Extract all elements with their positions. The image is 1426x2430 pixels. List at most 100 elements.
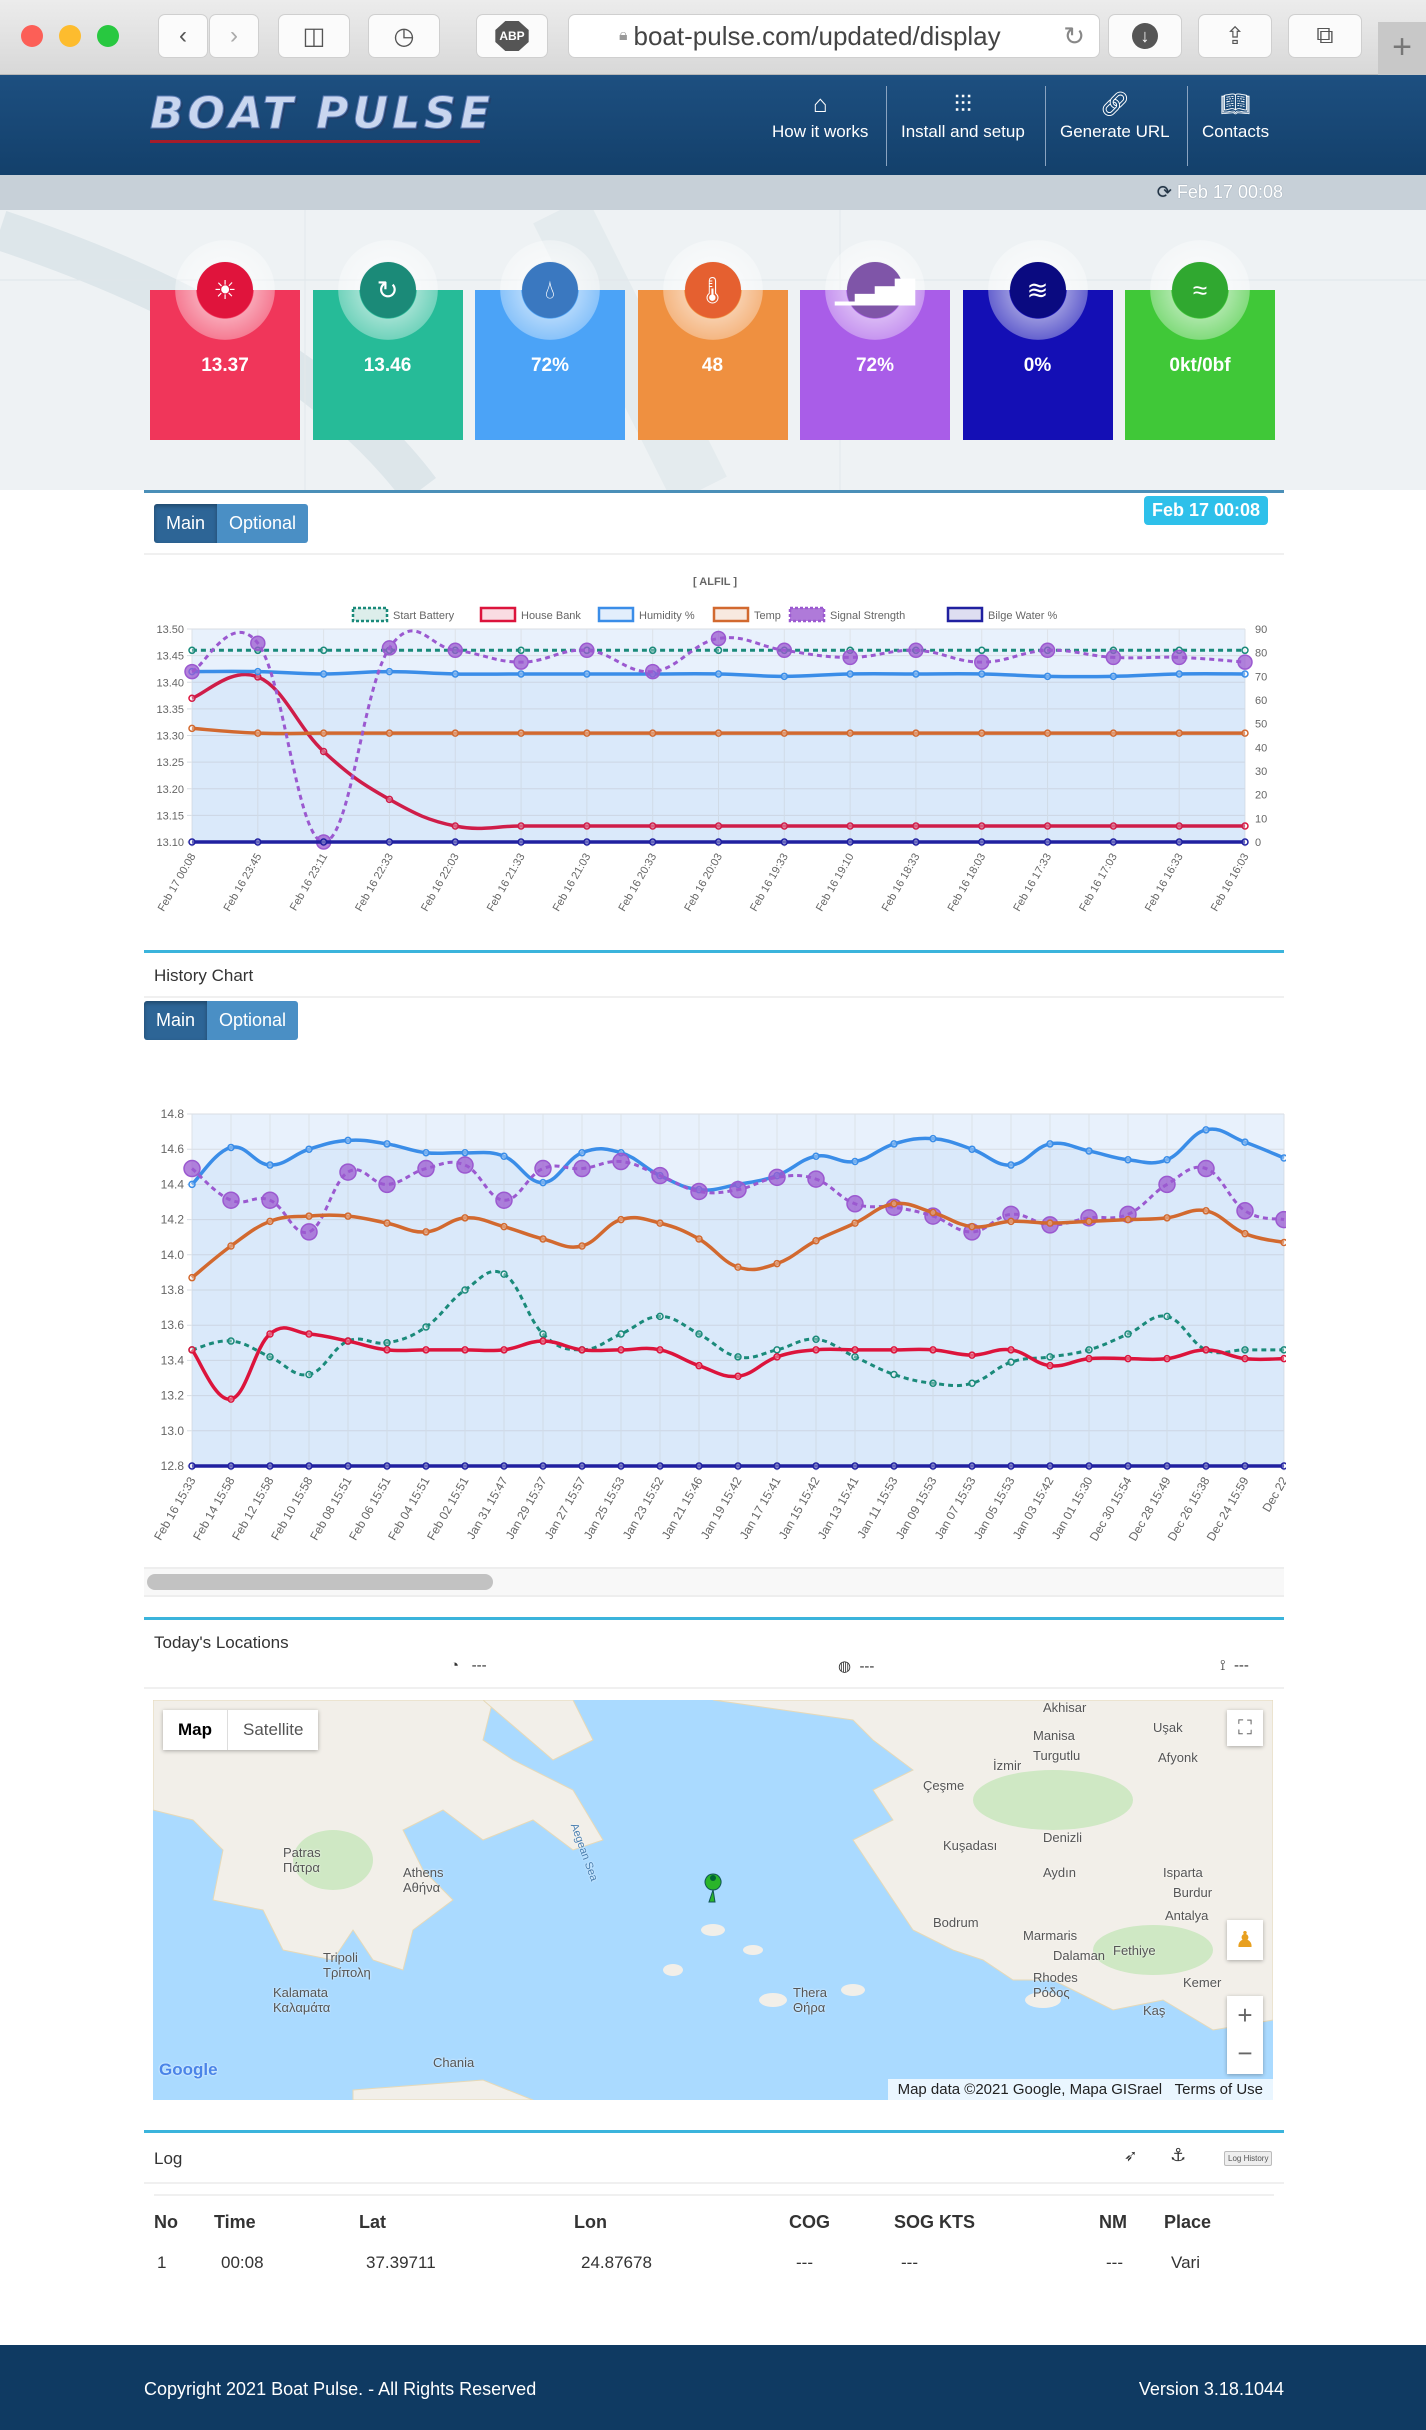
- data-point[interactable]: [773, 1462, 781, 1470]
- data-point[interactable]: [648, 646, 657, 655]
- data-point[interactable]: [695, 1235, 703, 1243]
- data-point[interactable]: [1085, 1346, 1093, 1354]
- downloads-button[interactable]: ↓: [1108, 14, 1182, 58]
- data-point[interactable]: [695, 1462, 703, 1470]
- legend-item[interactable]: Humidity %: [597, 606, 695, 623]
- data-point[interactable]: [974, 654, 990, 670]
- back-button[interactable]: ‹: [158, 14, 208, 58]
- data-point[interactable]: [417, 1159, 435, 1178]
- data-point[interactable]: [1124, 1330, 1132, 1338]
- data-point[interactable]: [456, 1156, 474, 1174]
- data-point[interactable]: [517, 729, 525, 737]
- data-point[interactable]: [500, 1462, 508, 1470]
- data-point[interactable]: [780, 672, 789, 681]
- data-point[interactable]: [851, 1219, 859, 1227]
- data-point[interactable]: [500, 1270, 508, 1278]
- nav-generate-url[interactable]: 🔗︎ Generate URL: [1052, 88, 1178, 142]
- nav-install-and-setup[interactable]: ⫶⫶⫶ Install and setup: [893, 88, 1033, 142]
- data-point[interactable]: [344, 1136, 352, 1145]
- data-point[interactable]: [517, 838, 525, 846]
- data-point[interactable]: [851, 1346, 859, 1354]
- data-point[interactable]: [1197, 1159, 1215, 1178]
- data-point[interactable]: [266, 1353, 274, 1361]
- data-point[interactable]: [1105, 649, 1122, 666]
- data-point[interactable]: [729, 1180, 747, 1199]
- data-point[interactable]: [227, 1143, 235, 1152]
- data-point[interactable]: [254, 838, 262, 846]
- data-point[interactable]: [583, 822, 591, 830]
- history-scrollbar-thumb[interactable]: [147, 1574, 493, 1590]
- data-point[interactable]: [780, 729, 789, 737]
- data-point[interactable]: [812, 1462, 820, 1470]
- data-point[interactable]: [1241, 646, 1249, 655]
- data-point[interactable]: [1175, 822, 1183, 830]
- data-point[interactable]: [768, 1168, 786, 1187]
- data-point[interactable]: [812, 1236, 820, 1245]
- data-point[interactable]: [968, 1351, 976, 1359]
- reload-icon[interactable]: ↻: [1063, 20, 1085, 51]
- data-point[interactable]: [1046, 1353, 1054, 1361]
- data-point[interactable]: [1007, 1346, 1015, 1354]
- data-point[interactable]: [714, 729, 723, 737]
- log-history-button[interactable]: Log History: [1224, 2151, 1273, 2166]
- data-point[interactable]: [1175, 729, 1183, 737]
- data-point[interactable]: [1043, 729, 1052, 737]
- data-point[interactable]: [383, 1339, 391, 1347]
- data-point[interactable]: [1163, 1312, 1171, 1321]
- data-point[interactable]: [539, 1462, 547, 1470]
- sidebar-button[interactable]: ◫: [278, 14, 350, 58]
- map-location-marker[interactable]: [704, 1873, 722, 1903]
- data-point[interactable]: [451, 729, 459, 737]
- history-scrollbar-track[interactable]: [144, 1567, 1284, 1597]
- data-point[interactable]: [846, 838, 854, 846]
- data-point[interactable]: [383, 1346, 391, 1354]
- data-point[interactable]: [714, 646, 723, 655]
- data-point[interactable]: [1085, 1462, 1093, 1470]
- logo[interactable]: BOAT PULSE: [150, 88, 494, 140]
- data-point[interactable]: [851, 1353, 859, 1361]
- anchor-icon[interactable]: ⚓︎: [1170, 2145, 1187, 2165]
- data-point[interactable]: [890, 1140, 898, 1148]
- data-point[interactable]: [1007, 1358, 1015, 1366]
- data-point[interactable]: [227, 1337, 235, 1345]
- data-point[interactable]: [929, 1134, 937, 1143]
- data-point[interactable]: [912, 822, 920, 830]
- legend-item[interactable]: Bilge Water %: [946, 606, 1058, 623]
- data-point[interactable]: [656, 1462, 664, 1470]
- data-point[interactable]: [1007, 1217, 1015, 1226]
- data-point[interactable]: [648, 822, 657, 830]
- data-point[interactable]: [184, 663, 200, 680]
- data-point[interactable]: [1241, 838, 1249, 846]
- data-point[interactable]: [451, 838, 459, 846]
- data-point[interactable]: [385, 838, 394, 846]
- data-point[interactable]: [1124, 1462, 1132, 1470]
- data-point[interactable]: [734, 1263, 742, 1271]
- data-point[interactable]: [539, 1330, 547, 1338]
- data-point[interactable]: [773, 1353, 781, 1361]
- data-point[interactable]: [695, 1361, 703, 1370]
- data-point[interactable]: [513, 654, 529, 670]
- data-point[interactable]: [1202, 1346, 1210, 1354]
- data-point[interactable]: [1007, 1161, 1015, 1169]
- data-point[interactable]: [807, 1170, 825, 1188]
- data-point[interactable]: [383, 1219, 391, 1227]
- data-point[interactable]: [1043, 672, 1052, 681]
- data-point[interactable]: [890, 1370, 898, 1379]
- data-point[interactable]: [254, 729, 262, 737]
- data-point[interactable]: [1124, 1156, 1132, 1164]
- data-point[interactable]: [912, 729, 920, 737]
- data-point[interactable]: [451, 822, 459, 830]
- tab-main[interactable]: Main: [144, 1001, 208, 1040]
- data-point[interactable]: [1241, 1229, 1249, 1238]
- data-point[interactable]: [929, 1462, 937, 1470]
- data-point[interactable]: [319, 747, 328, 756]
- data-point[interactable]: [1280, 1154, 1286, 1162]
- data-point[interactable]: [222, 1191, 240, 1209]
- legend-item[interactable]: Temp: [712, 606, 781, 623]
- data-point[interactable]: [617, 1346, 625, 1354]
- data-point[interactable]: [383, 1462, 391, 1470]
- data-point[interactable]: [583, 729, 591, 737]
- data-point[interactable]: [968, 1379, 976, 1388]
- data-point[interactable]: [695, 1330, 703, 1338]
- data-point[interactable]: [978, 838, 986, 846]
